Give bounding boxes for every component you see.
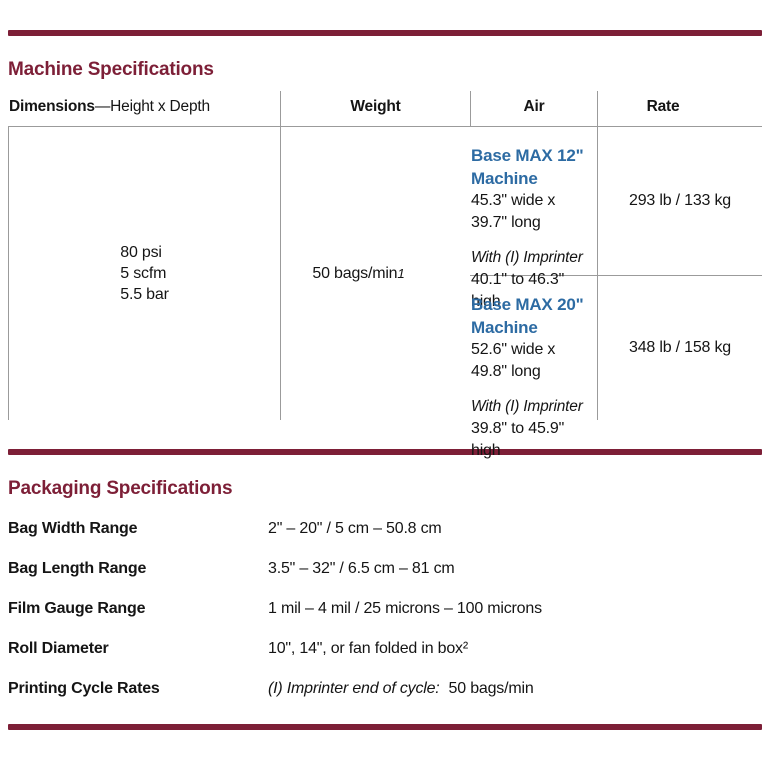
spec-label: Roll Diameter: [8, 640, 109, 657]
machine-row-dimensions: Base MAX 12" Machine 45.3" wide x 39.7" …: [470, 127, 597, 310]
col-header-dimensions-bold: Dimensions: [9, 98, 95, 115]
spec-row: Bag Length Range 3.5" – 32" / 6.5 cm – 8…: [8, 555, 762, 595]
machine-specs-title: Machine Specifications: [8, 59, 214, 80]
rate-value: 50 bags/min: [312, 264, 398, 282]
top-rule: [8, 30, 762, 36]
air-psi: 80 psi: [120, 244, 162, 261]
air-values: 80 psi 5 scfm 5.5 bar: [120, 242, 169, 305]
imprinter-block: With (I) Imprinter 40.1" to 46.3" high: [471, 247, 593, 313]
imprinter-height: 39.8" to 45.9" high: [471, 420, 565, 459]
machine-footprint: 52.6" wide x 49.8" long: [471, 341, 556, 380]
air-scfm: 5 scfm: [120, 265, 167, 282]
spec-value: 2" – 20" / 5 cm – 50.8 cm: [268, 520, 442, 537]
section-divider-rule: [8, 449, 762, 455]
spec-row: Bag Width Range 2" – 20" / 5 cm – 50.8 c…: [8, 515, 762, 555]
air-values-cell: 80 psi 5 scfm 5.5 bar: [8, 127, 280, 420]
imprinter-block: With (I) Imprinter 39.8" to 45.9" high: [471, 396, 593, 462]
weight-value: 348 lb / 158 kg: [597, 276, 762, 420]
machine-footprint: 45.3" wide x 39.7" long: [471, 192, 556, 231]
packaging-specs-title: Packaging Specifications: [8, 478, 233, 499]
spec-label: Film Gauge Range: [8, 600, 146, 617]
spec-row: Roll Diameter 10", 14", or fan folded in…: [8, 635, 762, 675]
spec-row: Film Gauge Range 1 mil – 4 mil / 25 micr…: [8, 595, 762, 635]
spec-value: (I) Imprinter end of cycle: 50 bags/min: [268, 680, 762, 698]
spec-value: 1 mil – 4 mil / 25 microns – 100 microns: [268, 600, 542, 617]
bottom-rule: [8, 724, 762, 730]
imprinter-note: With (I) Imprinter: [471, 249, 583, 266]
machine-name: Base MAX 20" Machine: [471, 295, 584, 337]
spec-label: Bag Length Range: [8, 560, 147, 577]
spec-label: Bag Width Range: [8, 520, 138, 537]
imprinter-note: With (I) Imprinter: [471, 398, 583, 415]
machine-row-dimensions: Base MAX 20" Machine 52.6" wide x 49.8" …: [470, 276, 597, 459]
col-header-air: Air: [470, 91, 597, 127]
col-header-dimensions-rest: —Height x Depth: [94, 98, 210, 115]
spec-sheet-page: Machine Specifications Dimensions—Height…: [0, 30, 770, 780]
spec-value: 10", 14", or fan folded in box²: [268, 640, 468, 657]
spec-row: Printing Cycle Rates (I) Imprinter end o…: [8, 675, 762, 715]
spec-value: 3.5" – 32" / 6.5 cm – 81 cm: [268, 560, 455, 577]
spec-value-rate: 50 bags/min: [448, 680, 534, 697]
imprinter-height: 40.1" to 46.3" high: [471, 271, 565, 310]
air-bar: 5.5 bar: [120, 286, 169, 303]
packaging-specs-table: Bag Width Range 2" – 20" / 5 cm – 50.8 c…: [8, 515, 762, 715]
rate-footnote-mark: 1: [397, 266, 405, 281]
rate-value-cell: 50 bags/min 1: [280, 127, 470, 420]
weight-value: 293 lb / 133 kg: [597, 127, 762, 276]
col-header-rate: Rate: [597, 91, 762, 127]
col-header-weight: Weight: [280, 91, 470, 127]
spec-value-italic: (I) Imprinter end of cycle:: [268, 680, 440, 697]
machine-specs-table: Dimensions—Height x Depth Weight Air Rat…: [8, 91, 762, 459]
spec-label: Printing Cycle Rates: [8, 680, 160, 697]
machine-name: Base MAX 12" Machine: [471, 146, 584, 188]
col-header-dimensions: Dimensions—Height x Depth: [8, 91, 280, 127]
